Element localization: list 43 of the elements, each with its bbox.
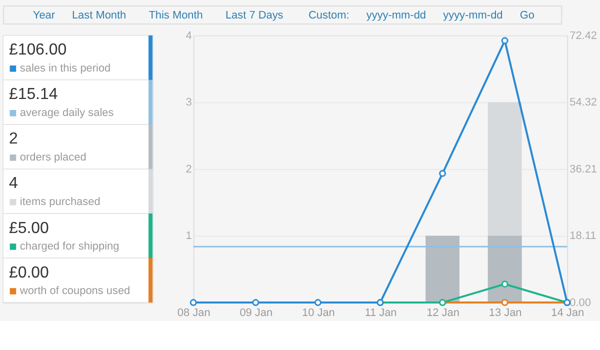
y2-tick-label: 54.32: [570, 96, 598, 109]
point: [501, 299, 508, 306]
y-tick-label: 2: [186, 163, 192, 176]
x-tick-label: 08 Jan: [177, 306, 210, 319]
text: Go: [520, 9, 534, 22]
legend-label: sales in this period: [20, 62, 111, 75]
x-tick-label: 11 Jan: [364, 306, 397, 319]
point: [252, 299, 260, 306]
text: Custom:: [308, 9, 350, 22]
x-tick-label: 09 Jan: [240, 306, 273, 319]
x-tick-label: 13 Jan: [488, 306, 522, 319]
legend-label: average daily sales: [20, 107, 114, 120]
y2-tick-label: 18.11: [570, 230, 596, 242]
y-tick-label: 4: [186, 30, 192, 42]
legend-label: charged for shipping: [20, 240, 120, 253]
text: yyyy-mm-dd: [366, 9, 426, 22]
text: Last Month: [72, 9, 126, 22]
legend-label: items purchased: [20, 196, 100, 208]
y-tick-label: 1: [186, 230, 192, 242]
y-tick-label: 3: [186, 96, 192, 109]
x-tick-label: 14 Jan: [551, 306, 584, 319]
point: [439, 170, 446, 177]
point: [501, 280, 508, 288]
text: £15.14: [8, 86, 58, 104]
text: yyyy-mm-dd: [443, 9, 503, 22]
text: This Month: [148, 9, 203, 22]
y2-tick-label: 0.00: [570, 297, 591, 310]
point: [314, 299, 322, 306]
point: [190, 299, 197, 306]
x-tick-label: 10 Jan: [302, 306, 335, 319]
text: £0.00: [8, 264, 49, 282]
text: 4: [8, 175, 18, 192]
legend-label: worth of coupons used: [18, 285, 130, 298]
legend-label: orders placed: [20, 152, 86, 164]
y2-tick-label: 36.21: [570, 163, 598, 176]
text: £5.00: [8, 220, 49, 237]
y2-tick-label: 72.42: [570, 30, 598, 42]
x-tick-label: 12 Jan: [426, 306, 460, 319]
point: [501, 37, 508, 44]
text: 2: [8, 130, 18, 148]
text: Year: [32, 9, 56, 22]
text: Last 7 Days: [225, 9, 284, 22]
text: £106.00: [8, 42, 67, 59]
